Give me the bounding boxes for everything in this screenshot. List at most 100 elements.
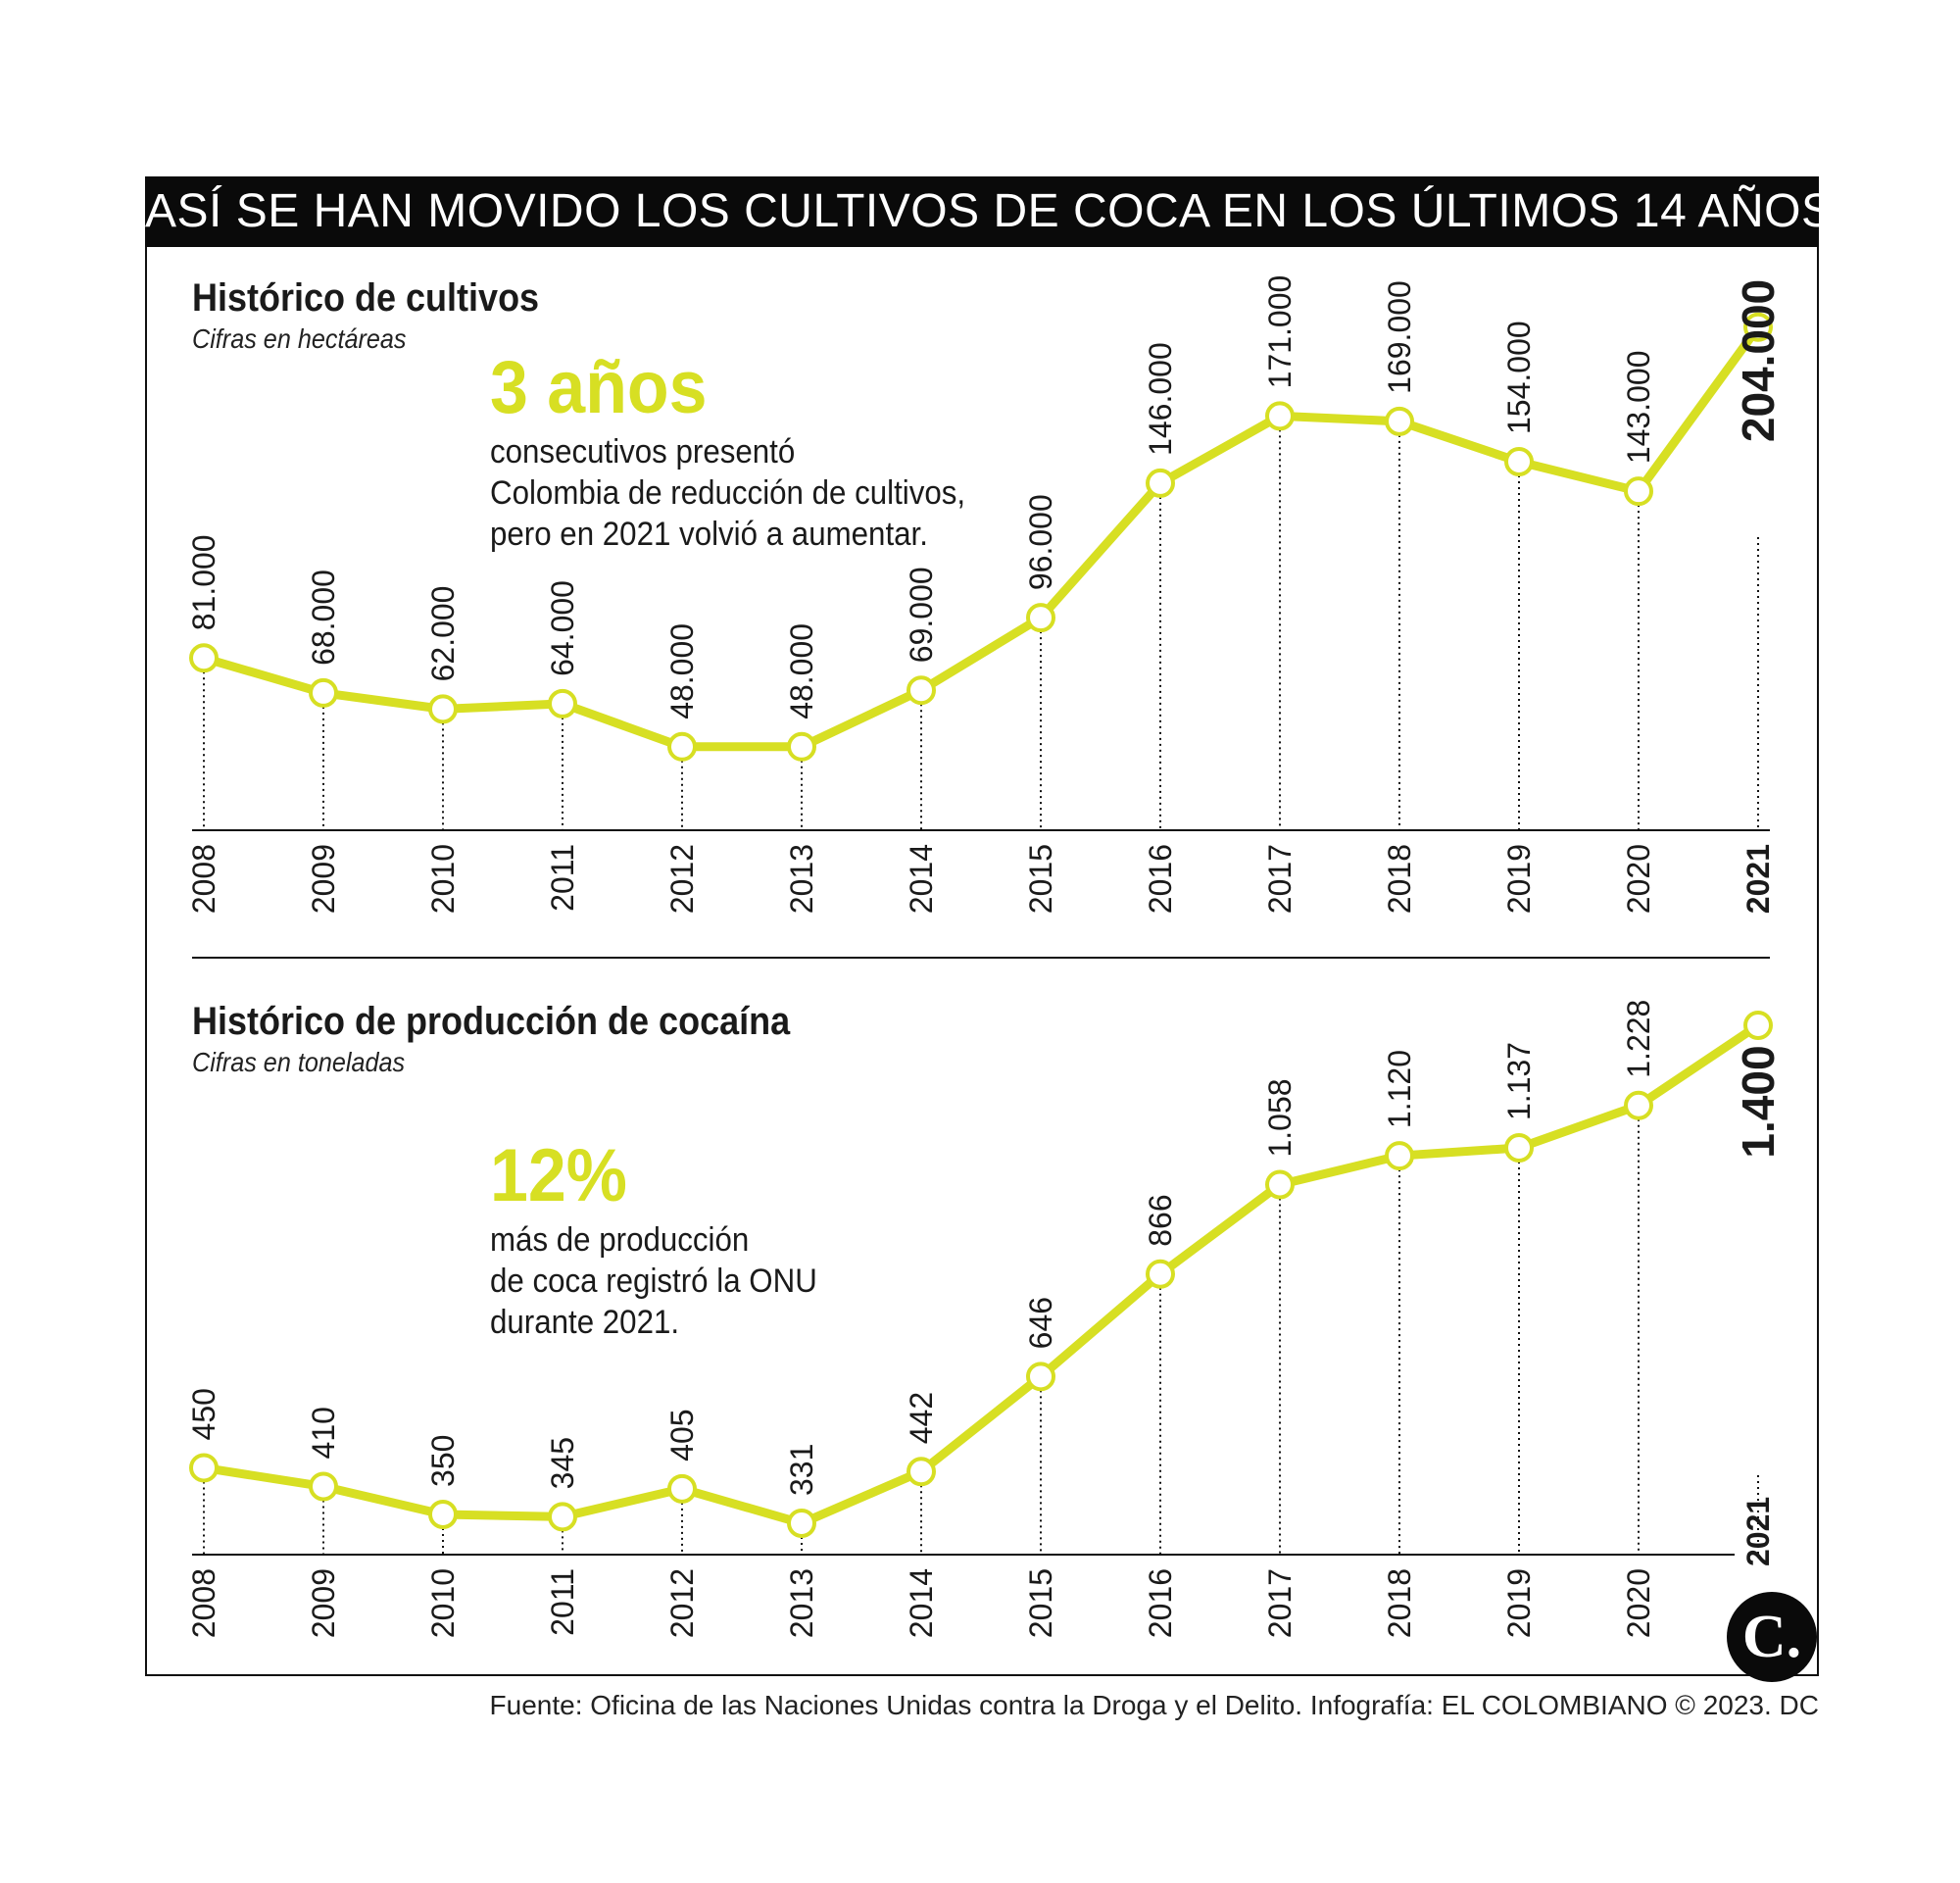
chart2-value-label: 1.400 xyxy=(1733,1045,1784,1158)
chart1-data-point xyxy=(548,688,577,719)
chart1-data-point xyxy=(309,677,338,708)
chart2-value-label: 866 xyxy=(1143,1194,1178,1246)
chart2-subtitle: Cifras en toneladas xyxy=(192,1047,406,1077)
chart1-data-point xyxy=(1504,446,1534,476)
chart1-value-label: 96.000 xyxy=(1023,494,1058,590)
chart2-data-point xyxy=(548,1502,577,1532)
chart2-value-label: 450 xyxy=(186,1388,221,1440)
chart1-note-line: pero en 2021 volvió a aumentar. xyxy=(490,516,928,553)
chart1-series-line xyxy=(202,324,1762,752)
chart1-title: Histórico de cultivos xyxy=(192,276,540,320)
chart2-title: Histórico de producción de cocaína xyxy=(192,1000,791,1043)
chart2-x-tick-label: 2011 xyxy=(545,1568,580,1636)
chart2-data-point xyxy=(1146,1259,1175,1289)
chart2-value-label: 331 xyxy=(784,1444,819,1496)
chart1-x-tick-label: 2009 xyxy=(306,844,341,914)
chart1-value-label: 154.000 xyxy=(1501,321,1537,434)
chart1-x-tick-label: 2015 xyxy=(1023,844,1058,914)
chart1-data-point xyxy=(1265,401,1295,431)
chart1-value-label: 62.000 xyxy=(425,586,461,682)
chart2-data-point xyxy=(428,1499,458,1529)
chart2-note-line: más de producción xyxy=(490,1221,750,1259)
chart1-x-tick-label: 2019 xyxy=(1501,844,1537,914)
chart2-x-tick-label: 2017 xyxy=(1262,1568,1298,1638)
chart2-data-point xyxy=(1026,1362,1055,1392)
chart1-x-tick-label: 2011 xyxy=(545,844,580,912)
chart2-data-point xyxy=(1265,1169,1295,1200)
chart1-data-point xyxy=(1743,312,1773,342)
chart2-x-tick-label: 2019 xyxy=(1501,1568,1537,1638)
chart1-data-point xyxy=(1385,406,1414,436)
chart1-note-line: Colombia de reducción de cultivos, xyxy=(490,474,966,512)
chart1-value-label: 68.000 xyxy=(306,570,341,666)
chart1-note: consecutivos presentó Colombia de reducc… xyxy=(490,431,965,555)
chart2-x-tick-label: 2012 xyxy=(664,1568,700,1638)
chart1-value-label: 48.000 xyxy=(664,623,700,719)
chart1-data-point xyxy=(428,694,458,724)
chart1-data-point xyxy=(1026,603,1055,633)
chart2-data-point xyxy=(787,1509,816,1539)
chart2-data-point xyxy=(309,1471,338,1502)
chart1-x-tick-label: 2014 xyxy=(904,844,939,914)
chart2-data-point xyxy=(906,1457,936,1487)
chart1-highlight: 3 años xyxy=(490,346,708,429)
chart2-data-point xyxy=(1624,1090,1653,1120)
chart2-value-label: 405 xyxy=(664,1409,700,1461)
chart1-value-label: 169.000 xyxy=(1382,280,1417,394)
chart1-data-point xyxy=(667,731,697,762)
chart2-value-label: 1.228 xyxy=(1621,1000,1656,1078)
chart2-highlight: 12% xyxy=(490,1134,627,1217)
chart2-data-point xyxy=(1385,1141,1414,1171)
chart2-x-tick-label: 2009 xyxy=(306,1568,341,1638)
chart2-data-point xyxy=(1743,1011,1773,1041)
chart2-x-tick-label: 2014 xyxy=(904,1568,939,1638)
chart2-x-tick-label: 2015 xyxy=(1023,1568,1058,1638)
chart2-value-label: 442 xyxy=(904,1392,939,1444)
chart1-value-label: 69.000 xyxy=(904,567,939,663)
chart1-data-point xyxy=(787,731,816,762)
chart2-x-tick-label: 2021 xyxy=(1740,1497,1776,1566)
chart1-data-point xyxy=(1624,476,1653,507)
chart2-data-point xyxy=(1504,1132,1534,1163)
chart2-value-label: 1.058 xyxy=(1262,1078,1298,1157)
chart2-value-label: 410 xyxy=(306,1407,341,1459)
chart1-value-label: 143.000 xyxy=(1621,350,1656,464)
chart2-value-label: 350 xyxy=(425,1435,461,1487)
source-credit: Fuente: Oficina de las Naciones Unidas c… xyxy=(489,1690,1819,1720)
infographic-frame xyxy=(145,176,1819,1676)
chart1-note-line: consecutivos presentó xyxy=(490,433,796,471)
chart1-x-tick-label: 2013 xyxy=(784,844,819,914)
chart1-x-tick-label: 2010 xyxy=(425,844,461,914)
section-divider xyxy=(192,957,1770,959)
chart2-x-tick-label: 2016 xyxy=(1143,1568,1178,1638)
chart1-x-tick-label: 2008 xyxy=(186,844,221,914)
chart1-subtitle: Cifras en hectáreas xyxy=(192,323,407,354)
chart1-value-label: 146.000 xyxy=(1143,342,1178,456)
chart1-value-label: 64.000 xyxy=(545,580,580,676)
chart2-series-line xyxy=(203,1021,1761,1528)
chart1-data-point xyxy=(906,675,936,706)
chart2-value-label: 345 xyxy=(545,1437,580,1489)
chart1-data-point xyxy=(1146,468,1175,498)
chart1-x-tick-label: 2012 xyxy=(664,844,700,914)
chart2-data-point xyxy=(189,1453,219,1483)
chart2-value-label: 646 xyxy=(1023,1297,1058,1349)
chart2-x-tick-label: 2013 xyxy=(784,1568,819,1638)
chart2-note: más de producción de coca registró la ON… xyxy=(490,1219,817,1343)
chart2-x-tick-label: 2018 xyxy=(1382,1568,1417,1638)
chart2-data-point xyxy=(667,1473,697,1504)
chart2-x-tick-label: 2008 xyxy=(186,1568,221,1638)
chart2-value-label: 1.137 xyxy=(1501,1042,1537,1120)
chart1-x-tick-label: 2017 xyxy=(1262,844,1298,914)
chart2-note-line: durante 2021. xyxy=(490,1304,680,1341)
page-title: ASÍ SE HAN MOVIDO LOS CULTIVOS DE COCA E… xyxy=(145,176,1833,247)
chart1-value-label: 171.000 xyxy=(1262,275,1298,389)
chart2-value-label: 1.120 xyxy=(1382,1050,1417,1128)
chart1-x-tick-label: 2018 xyxy=(1382,844,1417,914)
chart1-value-label: 81.000 xyxy=(186,534,221,630)
chart1-value-label: 48.000 xyxy=(784,623,819,719)
chart1-data-point xyxy=(189,643,219,673)
el-colombiano-logo: C. xyxy=(1727,1592,1817,1682)
chart1-x-tick-label: 2016 xyxy=(1143,844,1178,914)
